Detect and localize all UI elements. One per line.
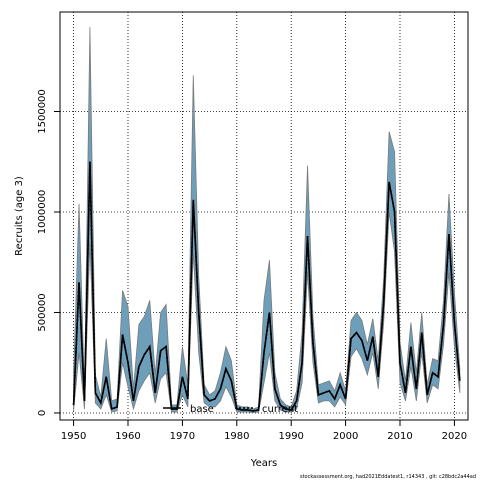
x-axis: 1950 1960 1970 1980 1990 2000 2010 2020 [61, 420, 467, 442]
x-axis-title: Years [250, 458, 277, 469]
y-tick-label: 500000 [37, 293, 48, 331]
y-tick-label: 0 [37, 410, 48, 416]
x-tick-label: 1990 [278, 431, 303, 442]
x-tick-label: 1970 [170, 431, 195, 442]
x-tick-label: 2010 [387, 431, 412, 442]
x-tick-label: 2000 [333, 431, 358, 442]
plot-frame [59, 11, 469, 421]
confidence-band [73, 27, 461, 413]
x-tick-label: 1980 [224, 431, 249, 442]
y-axis: 0 500000 1000000 1500000 [37, 89, 60, 416]
y-axis-title: Recruits (age 3) [14, 176, 25, 256]
legend-label-base: base [190, 404, 214, 415]
x-tick-label: 1960 [115, 431, 140, 442]
legend: base current [163, 404, 298, 415]
series-line-current [72, 161, 461, 412]
y-tick-label: 1000000 [37, 190, 48, 235]
y-tick-label: 1500000 [37, 89, 48, 134]
x-tick-label: 1950 [61, 431, 86, 442]
legend-label-current: current [262, 404, 298, 415]
footer-credit: stockassessment.org, had2021Eddatest1, r… [300, 474, 476, 480]
x-tick-label: 2020 [442, 431, 467, 442]
